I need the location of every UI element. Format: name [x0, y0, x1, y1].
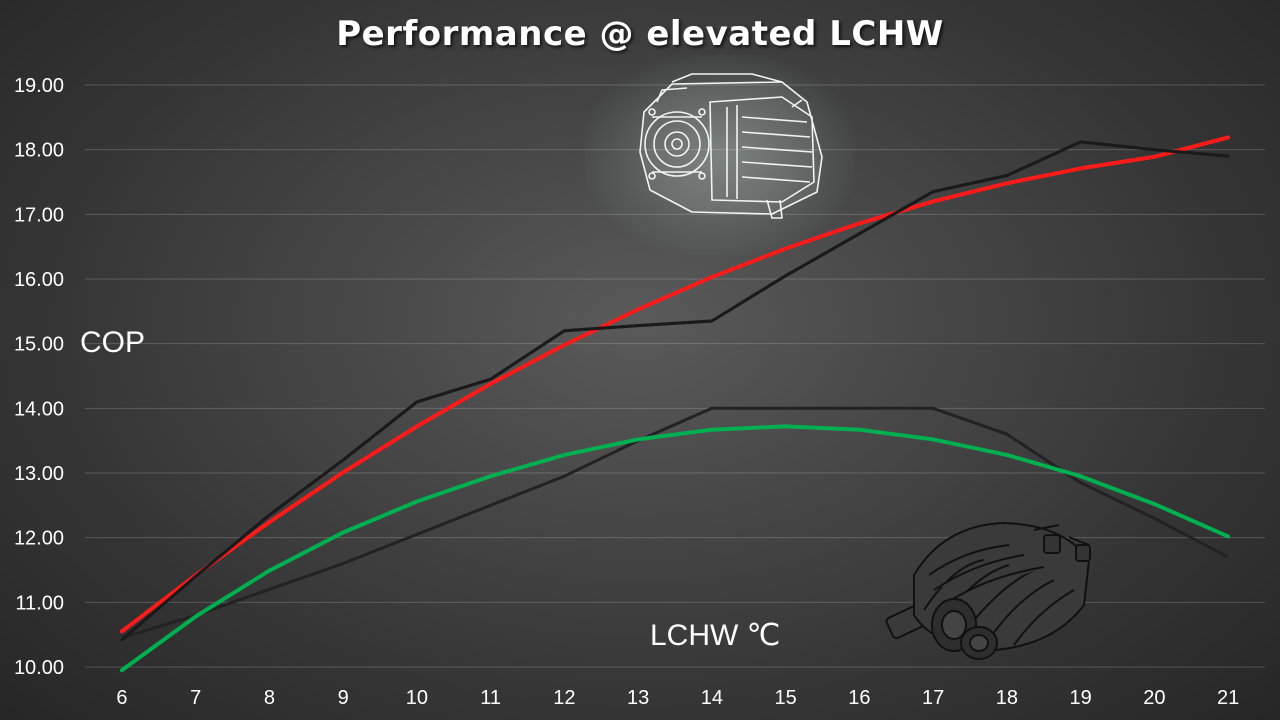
y-tick-label: 12.00: [14, 528, 64, 550]
x-tick-label: 18: [996, 687, 1018, 709]
image-glow: [585, 55, 855, 255]
x-tick-label: 9: [338, 687, 349, 709]
series-line-1: [119, 135, 1231, 634]
y-tick-label: 18.00: [14, 140, 64, 162]
x-tick-label: 15: [775, 687, 797, 709]
y-tick-label: 19.00: [14, 75, 64, 97]
x-tick-label: 8: [264, 687, 275, 709]
y-tick-label: 16.00: [14, 269, 64, 291]
x-tick-label: 21: [1217, 687, 1239, 709]
screw-rotor-icon: [885, 522, 1091, 660]
chart-title: Performance @ elevated LCHW: [336, 14, 944, 54]
series-line-0-stroke: [121, 406, 1229, 640]
x-tick-label: 17: [922, 687, 944, 709]
y-tick-label: 14.00: [14, 398, 64, 420]
y-tick-label: 13.00: [14, 463, 64, 485]
x-tick-label: 6: [116, 687, 127, 709]
x-axis-ticks: 6 7 8 9 10 11 12 13 14 15 16 17 18 19 20 21: [116, 687, 1239, 709]
y-tick-label: 17.00: [14, 204, 64, 226]
x-tick-label: 16: [848, 687, 870, 709]
y-tick-label: 10.00: [14, 657, 64, 679]
y-tick-label: 11.00: [15, 592, 64, 614]
y-tick-label: 15.00: [14, 334, 64, 356]
x-tick-label: 7: [190, 687, 201, 709]
x-tick-label: 10: [406, 687, 428, 709]
x-tick-label: 14: [701, 687, 723, 709]
x-tick-label: 20: [1143, 687, 1165, 709]
series-lines: [119, 135, 1231, 673]
series-line-2: [120, 140, 1230, 642]
x-axis-label: LCHW ℃: [650, 619, 781, 652]
gridlines: [85, 84, 1265, 668]
series-line-3: [119, 424, 1231, 673]
x-tick-label: 12: [553, 687, 575, 709]
y-axis-ticks: 10.00 11.00 12.00 13.00 14.00 15.00 16.00 17.00…: [14, 75, 64, 679]
x-tick-label: 13: [627, 687, 649, 709]
x-tick-label: 19: [1070, 687, 1092, 709]
x-tick-label: 11: [480, 687, 501, 709]
y-axis-label: COP: [80, 326, 146, 359]
compressor-icon: [639, 73, 823, 219]
